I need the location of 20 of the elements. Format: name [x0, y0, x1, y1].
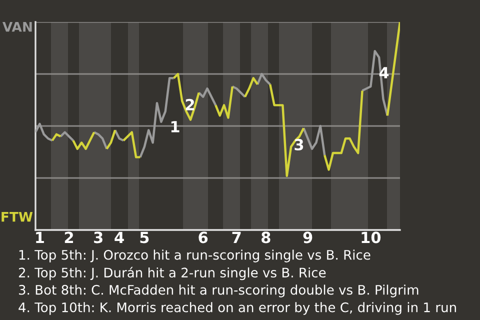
x-tick-label: 5 — [140, 232, 149, 244]
x-tick-label: 4 — [114, 232, 124, 243]
text: FTW — [2, 212, 33, 222]
text: 2. Top 5th: J. Durán hit a 2-run single vs B. Rice — [18, 266, 326, 280]
text: 3. Bot 8th: C. McFadden hit a run-scoring double vs B. Pilgrim — [18, 284, 418, 298]
annotation: 2 — [186, 98, 194, 110]
x-tick-label: 1 — [36, 232, 44, 243]
text: 1. Top 5th: J. Orozco hit a run-scoring single vs B. Rice — [19, 250, 370, 262]
annotation: 1 — [171, 121, 180, 132]
x-tick-label: 6 — [198, 232, 208, 244]
x-tick-label: 9 — [303, 232, 312, 244]
x-tick-label: 10 — [362, 232, 381, 244]
annotation: 4 — [379, 67, 389, 78]
x-tick-label: 7 — [232, 232, 241, 243]
text: VAN — [2, 22, 32, 32]
text: 4. Top 10th: K. Morris reached on an error by the C, driving in 1 run — [18, 302, 456, 315]
x-tick-label: 3 — [94, 232, 102, 244]
x-tick-label: 8 — [262, 232, 270, 244]
x-tick-label: 2 — [64, 232, 74, 243]
annotation: 3 — [294, 138, 304, 150]
